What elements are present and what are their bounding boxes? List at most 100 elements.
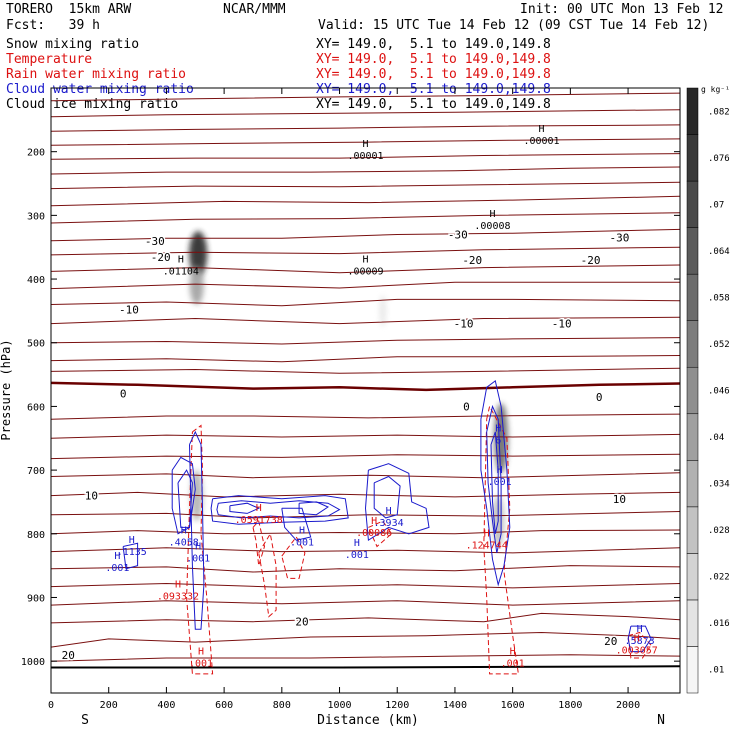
maximum-value-1: .00001 [347, 151, 383, 162]
y-tick-label-0: 200 [27, 148, 45, 159]
colorbar-label-5: .04 [708, 433, 724, 443]
isotherm-7 [51, 181, 680, 190]
colorbar-cell-5 [686, 413, 699, 461]
cloud-water-contour-5 [229, 502, 260, 514]
snow-shading-1 [189, 266, 204, 305]
y-tick-label-6: 800 [27, 530, 45, 541]
rain-contour-4 [367, 520, 393, 548]
colorbar-label-2: .022 [708, 573, 730, 583]
cloud-water-contour-10 [480, 380, 511, 587]
y-tick-label-5: 700 [27, 466, 45, 477]
isotherm-label-10: 0 [463, 400, 470, 413]
maximum-marker-7: H [484, 529, 490, 540]
colorbar-cell-3 [686, 506, 699, 554]
maximum-marker-17: H [637, 624, 643, 635]
maximum-value-17: .5873 [625, 636, 655, 647]
colorbar-cell-4 [686, 460, 699, 508]
maximum-marker-5: H [495, 423, 501, 434]
snow-shading-0 [189, 231, 208, 276]
colorbar-cell-6 [686, 366, 699, 415]
legend-snow: Snow mixing ratio [6, 37, 140, 52]
legend-rain-info: XY= 149.0, 5.1 to 149.0,149.8 [316, 67, 551, 82]
x-tick-label-6: 1200 [385, 700, 409, 711]
maximum-value-14: .001 [345, 550, 369, 561]
y-tick-label-4: 600 [27, 402, 45, 413]
maximum-value-21: .001 [105, 563, 129, 574]
y-tick-label-8: 1000 [21, 657, 45, 668]
rain-contour-0 [186, 424, 214, 675]
maximum-marker-0: H [538, 124, 544, 135]
maximum-marker-12: H [256, 503, 262, 514]
isotherm-label-15: 20 [62, 649, 75, 662]
x-tick-label-10: 2000 [616, 700, 640, 711]
maximum-marker-20: H [510, 646, 516, 657]
colorbar-label-7: .052 [708, 340, 730, 350]
maximum-marker-2: H [489, 209, 495, 220]
isotherm-14 [51, 298, 680, 307]
legend-temperature: Temperature [6, 52, 93, 67]
colorbar-label-9: .064 [708, 247, 730, 257]
isotherm-label-5: -20 [581, 254, 601, 267]
colorbar-cell-7 [686, 320, 699, 368]
x-axis-label: Distance (km) [317, 713, 419, 728]
isotherm-layer [51, 92, 680, 669]
maximum-value-15: .00086 [356, 528, 392, 539]
isotherm-label-14: 20 [295, 616, 308, 629]
maximum-value-16: .3934 [374, 518, 404, 529]
colorbar-cell-12 [686, 87, 699, 135]
x-tick-label-9: 1800 [558, 700, 582, 711]
cloud-water-contour-2 [189, 430, 205, 630]
south-label: S [81, 713, 89, 728]
isotherm-15 [51, 316, 680, 325]
maximum-value-2: .00008 [474, 221, 510, 232]
x-tick-label-0: 0 [48, 700, 54, 711]
colorbar-label-8: .058 [708, 293, 730, 303]
colorbar-cell-2 [686, 553, 699, 601]
isotherm-1 [51, 92, 680, 102]
isotherm-23 [51, 491, 680, 498]
colorbar-label-10: .07 [708, 200, 724, 210]
maximum-marker-14: H [354, 538, 360, 549]
colorbar-label-12: .082 [708, 107, 730, 117]
maximum-marker-13: H [299, 525, 305, 536]
cloud-water-contour-4 [216, 500, 341, 519]
isotherm-27 [51, 565, 680, 573]
maximum-value-20: .001 [501, 658, 525, 669]
contour-label-layer: -30 -30 -30 -20 -20 -20 -10 -10 -10 0 0 0 10 10 20 20 20… [60, 124, 658, 669]
cloud-water-contour-0 [171, 456, 196, 535]
plot-frame [50, 87, 681, 694]
isotherm-25 [51, 529, 680, 535]
maximum-value-3: .01104 [163, 267, 199, 278]
colorbar-unit: g kg⁻¹ [701, 85, 730, 94]
isotherm-label-2: -30 [609, 232, 629, 245]
maximum-value-19: .001 [189, 658, 213, 669]
isotherm-28 [51, 582, 680, 589]
isotherm-label-8: -10 [552, 318, 572, 331]
cloud-water-contour-11 [486, 404, 502, 554]
maximum-marker-11: H [175, 579, 181, 590]
maximum-marker-18: H [634, 634, 640, 645]
colorbar-cell-1 [686, 599, 699, 647]
colorbar-label-0: .01 [708, 666, 724, 676]
colorbar-cell-0 [686, 646, 699, 694]
legend-cloud-ice-info: XY= 149.0, 5.1 to 149.0,149.8 [316, 97, 551, 112]
maximum-marker-9: H [195, 541, 201, 552]
maximum-marker-16: H [386, 506, 392, 517]
isotherm-label-1: -30 [448, 228, 468, 241]
org-label: NCAR/MMM [223, 2, 286, 17]
maximum-marker-10: H [129, 535, 135, 546]
colorbar-cell-9 [686, 227, 699, 275]
y-tick-label-1: 300 [27, 211, 45, 222]
x-tick-label-1: 200 [100, 700, 118, 711]
isotherm-3 [51, 124, 680, 132]
isotherm-26 [51, 547, 680, 554]
isotherm-label-7: -10 [454, 318, 474, 331]
isotherm-label-4: -20 [462, 254, 482, 267]
isotherm-32 [51, 654, 680, 662]
x-tick-label-2: 400 [157, 700, 175, 711]
rain-contour-5 [483, 404, 519, 675]
maximum-value-5: 6 [495, 435, 501, 446]
y-axis-label: Pressure (hPa) [0, 339, 13, 440]
rain-contour-1 [252, 520, 266, 566]
